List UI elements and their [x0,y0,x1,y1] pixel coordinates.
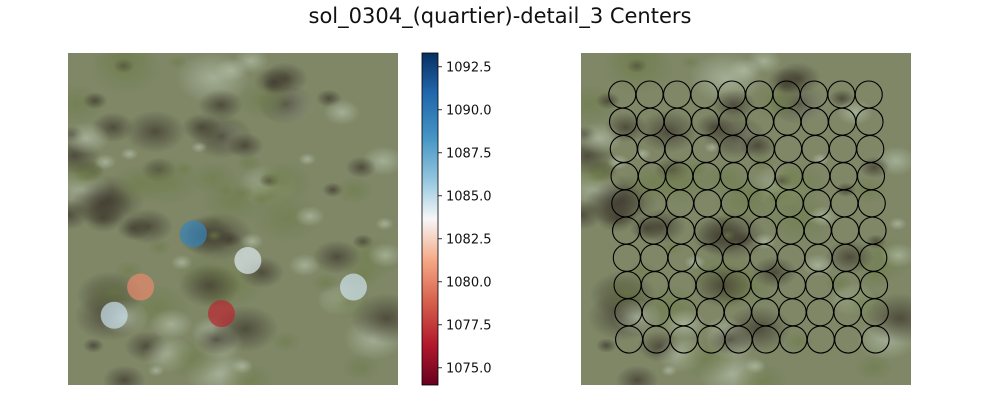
center-point-2 [234,247,262,274]
colorbar-tick-label-6: 1087.5 [446,146,492,161]
colorbar-tick-label-3: 1080.0 [446,275,492,290]
grid-circle-100 [861,325,890,354]
center-point-3 [127,273,155,301]
center-point-1 [179,220,207,248]
right-grid-circles [608,80,890,354]
colorbar-tick-label-2: 1077.5 [446,318,492,333]
colorbar-tick-label-4: 1082.5 [446,232,492,247]
left-scatter-points [100,220,367,329]
colorbar-tick-label-8: 1092.5 [446,60,492,75]
colorbar-tick-label-7: 1090.0 [446,103,492,118]
right-panel [581,53,911,385]
center-point-5 [100,301,128,329]
center-point-4 [339,273,367,301]
left-terrain-image [68,53,398,385]
colorbar-tick-label-5: 1085.0 [446,189,492,204]
colorbar: 1075.0 1077.5 1080.0 1082.5 1085.0 1087.5 1090… [421,52,492,386]
left-panel [68,53,398,385]
figure-title: sol_0304_(quartier)-detail_3 Centers [308,4,692,28]
center-point-6 [207,300,235,328]
colorbar-gradient [421,52,439,386]
colorbar-tick-label-1: 1075.0 [446,361,492,376]
